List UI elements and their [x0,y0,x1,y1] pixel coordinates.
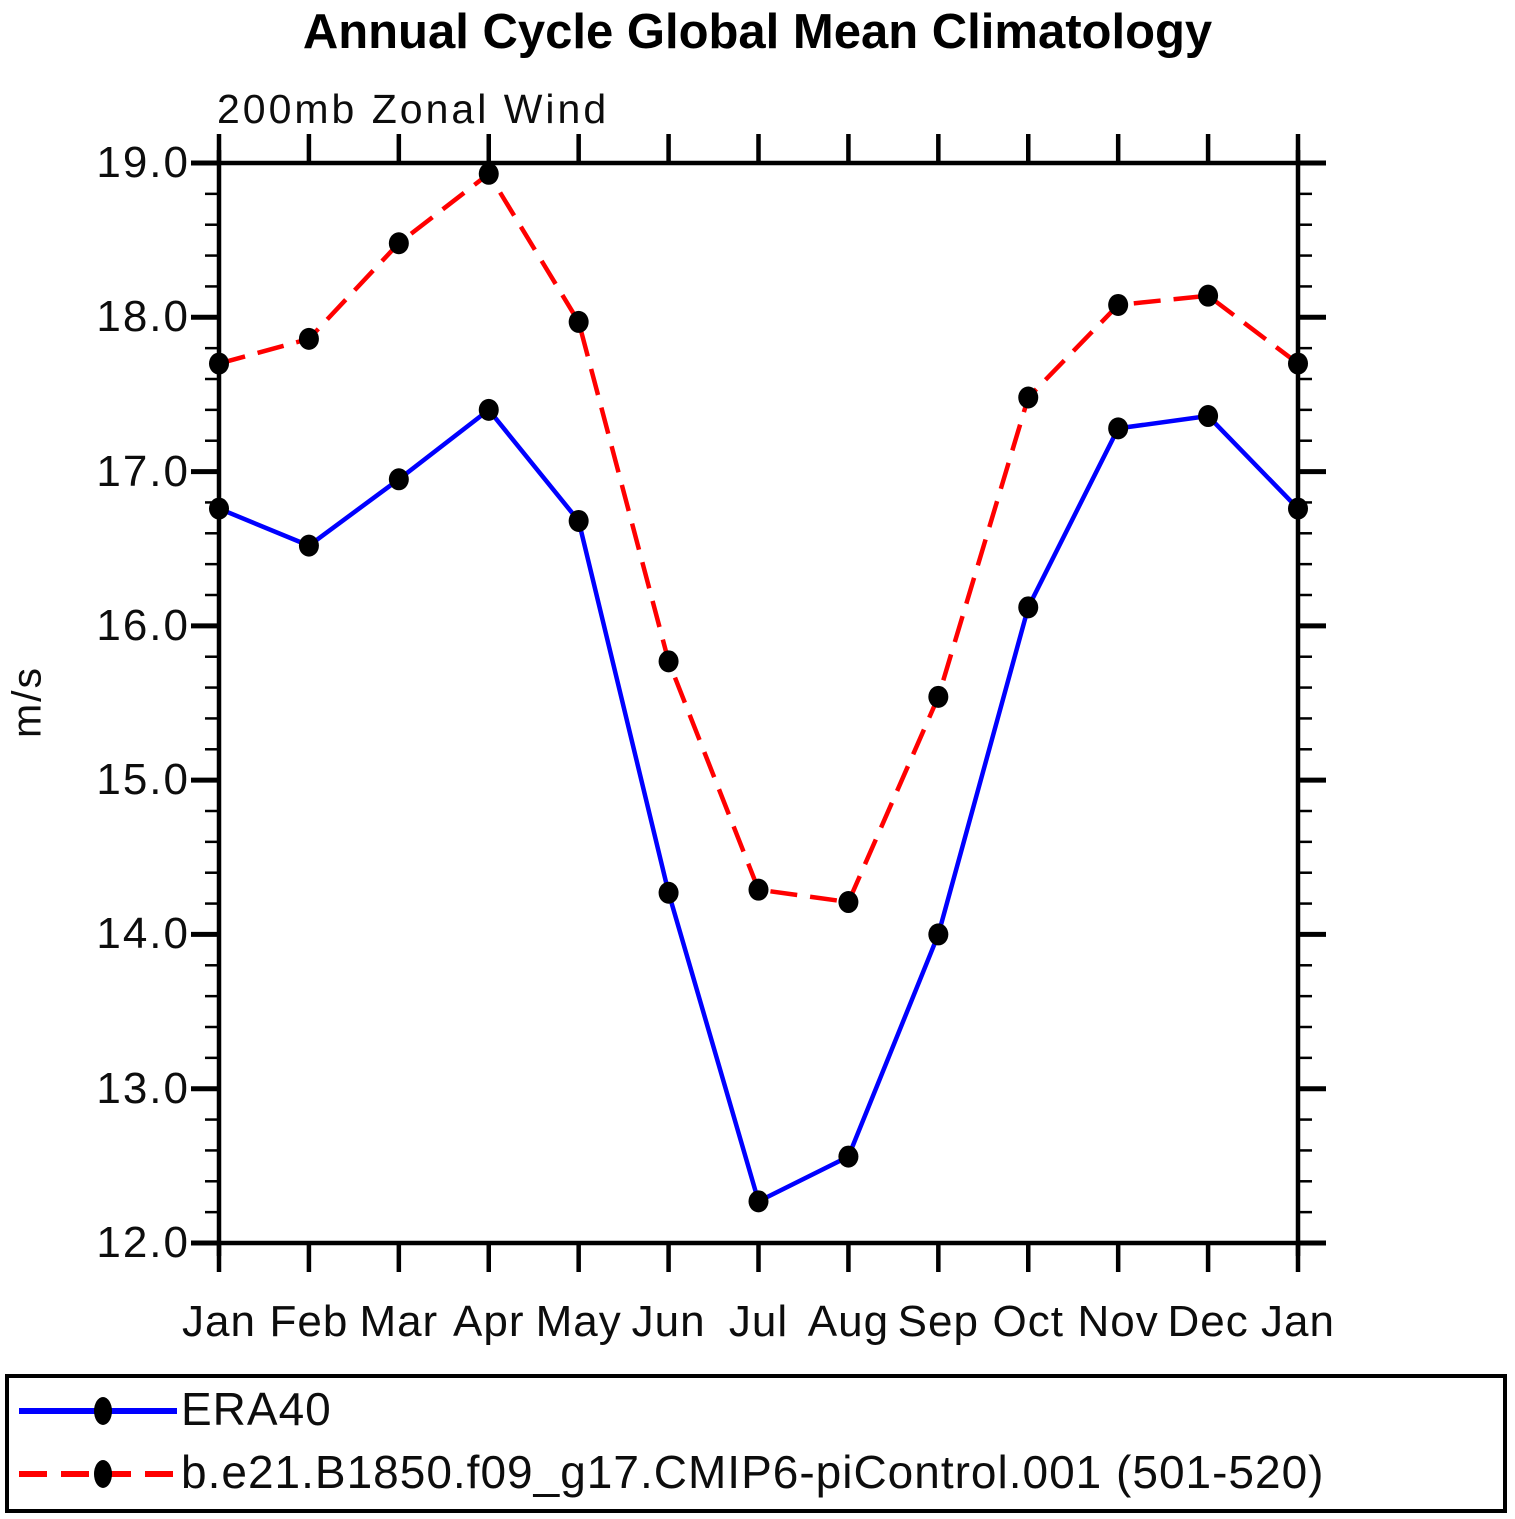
legend-box: ERA40 b.e21.B1850.f09_g17.CMIP6-piContro… [5,1374,1507,1513]
data-marker-model [928,685,949,708]
series-line-model [218,170,1300,905]
x-tick-label: Jun [631,1297,706,1346]
x-tick-label: Aug [807,1297,890,1346]
x-tick-label: Feb [269,1297,349,1346]
x-tick-label: Jan [1261,1297,1335,1346]
data-marker-model [568,310,589,333]
legend-label-era40: ERA40 [181,1383,332,1436]
x-tick-label: Apr [453,1297,525,1346]
y-tick-label: 15.0 [96,755,190,805]
data-marker-era40 [388,468,409,491]
data-marker-model [388,232,409,255]
data-marker-era40 [748,1190,769,1213]
legend-item-era40: ERA40 [15,1380,1503,1442]
x-tick-label: Sep [897,1297,979,1346]
data-marker-era40 [568,509,589,532]
legend-item-model: b.e21.B1850.f09_g17.CMIP6-piControl.001 … [15,1443,1503,1505]
data-marker-era40 [1108,417,1129,440]
x-tick-label: Dec [1167,1297,1249,1346]
y-tick-label: 19.0 [96,138,190,187]
y-tick-label: 12.0 [96,1218,190,1267]
data-marker-era40 [838,1145,859,1168]
y-tick-label: 13.0 [96,1063,190,1113]
y-tick-label: 18.0 [96,292,190,342]
data-marker-model [209,352,229,375]
data-marker-era40 [478,398,499,421]
x-tick-label: Jan [182,1297,256,1346]
data-marker-model [1108,293,1129,316]
x-tick-label: Mar [359,1297,439,1346]
x-tick-label: May [535,1297,622,1346]
x-tick-label: Nov [1077,1297,1159,1346]
data-marker-era40 [298,534,319,557]
data-marker-era40 [1288,497,1308,520]
chart-title: Annual Cycle Global Mean Climatology [302,5,1213,59]
y-tick-label: 14.0 [96,909,190,959]
data-marker-model [658,650,679,673]
data-marker-era40 [1198,405,1219,428]
data-marker-model [1198,284,1219,307]
data-marker-model [1288,352,1308,375]
data-marker-model [478,162,499,185]
data-marker-model [1018,386,1039,409]
series-line-era40 [218,406,1300,1205]
legend-marker-icon [94,1459,112,1488]
data-marker-era40 [1018,596,1039,619]
legend-swatch-era40 [19,1397,177,1426]
data-marker-era40 [209,497,229,520]
x-tick-label: Jul [728,1297,789,1346]
data-marker-era40 [658,881,679,904]
legend-label-model: b.e21.B1850.f09_g17.CMIP6-piControl.001 … [181,1445,1325,1498]
legend-marker-icon [94,1397,112,1426]
y-tick-label: 17.0 [96,446,190,496]
x-tick-label: Oct [992,1297,1064,1346]
data-marker-era40 [928,923,949,946]
data-marker-model [838,891,859,914]
chart-subtitle: 200mb Zonal Wind [217,86,610,132]
data-marker-model [748,878,769,901]
data-marker-model [298,327,319,350]
y-tick-label: 16.0 [96,600,190,650]
legend-swatch-model [19,1459,177,1488]
